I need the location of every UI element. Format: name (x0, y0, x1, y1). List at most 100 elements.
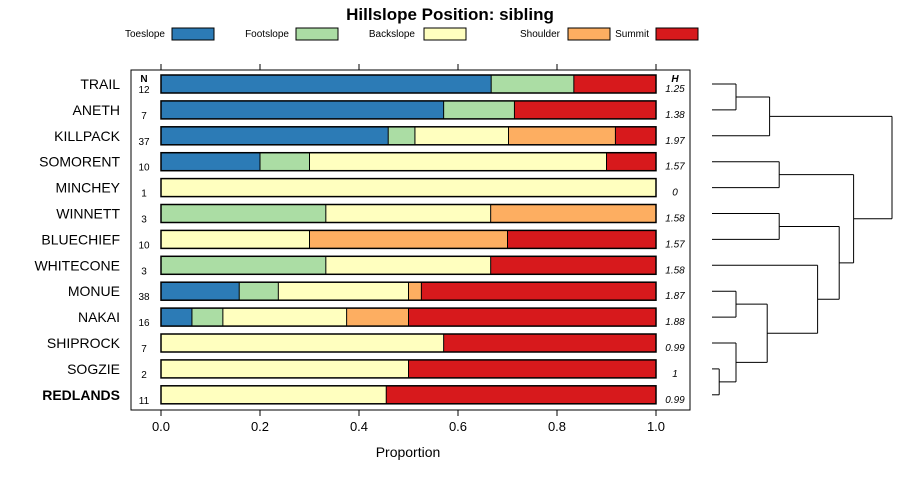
n-value-killpack: 37 (138, 137, 150, 148)
h-value-minchey: 0 (672, 188, 678, 199)
h-value-whitecone: 1.58 (665, 265, 685, 276)
bar-segment-nakai-toeslope (161, 308, 192, 327)
bar-area (160, 74, 657, 405)
bar-segment-killpack-footslope (388, 126, 415, 145)
h-value-redlands: 0.99 (665, 395, 685, 406)
plot-frame (130, 69, 691, 411)
bar-segment-trail-footslope (491, 75, 574, 93)
legend-swatch-toeslope (171, 27, 215, 41)
bar-segment-trail-summit (573, 75, 656, 93)
x-axis: 0.0 0.2 0.4 0.6 0.8 1.0 (152, 64, 665, 434)
bar-segment-somorent-summit (606, 152, 656, 171)
x-tick-label: 0.6 (449, 419, 467, 434)
bar-segment-bluechief-backslope (161, 230, 310, 249)
bar-outline-winnett (160, 203, 657, 224)
row-label-minchey: MINCHEY (55, 180, 120, 196)
bar-segment-nakai-backslope (222, 308, 347, 327)
x-tick-label: 0.8 (548, 419, 566, 434)
bar-segment-monue-toeslope (161, 282, 240, 301)
dendrogram (712, 83, 893, 396)
legend-swatch-backslope (423, 27, 467, 41)
h-value-somorent: 1.57 (665, 162, 685, 173)
bar-segment-killpack-backslope (414, 126, 509, 145)
bar-segment-redlands-backslope (161, 385, 387, 404)
n-value-trail: 12 (138, 85, 150, 96)
bar-outline-minchey (160, 177, 657, 198)
x-tick-label: 0.4 (350, 419, 368, 434)
n-value-somorent: 10 (138, 163, 150, 174)
bar-segment-somorent-backslope (309, 152, 607, 171)
h-value-sogzie: 1 (672, 369, 678, 380)
bar-outline-monue (160, 281, 657, 301)
bar-segment-shiprock-backslope (161, 334, 444, 352)
bar-segment-killpack-toeslope (161, 126, 389, 145)
bar-outline-killpack (160, 126, 657, 146)
row-label-bluechief: BLUECHIEF (41, 231, 120, 247)
bar-outline-sogzie (160, 359, 657, 379)
bar-outline-redlands (160, 385, 657, 405)
bar-outline-trail (160, 74, 657, 94)
x-tick-label: 0.0 (152, 419, 170, 434)
bar-segment-somorent-toeslope (161, 152, 260, 171)
legend-label-footslope: Footslope (245, 29, 289, 40)
bar-segment-somorent-footslope (260, 152, 310, 171)
row-label-monue: MONUE (68, 283, 120, 299)
bar-segment-nakai-shoulder (346, 308, 409, 327)
x-tick-label: 0.2 (251, 419, 269, 434)
row-label-trail: TRAIL (80, 76, 120, 92)
h-value-shiprock: 0.99 (665, 343, 685, 354)
h-value-nakai: 1.88 (665, 317, 685, 328)
bar-segment-monue-summit (421, 282, 656, 301)
n-value-whitecone: 3 (141, 266, 147, 277)
bar-segment-nakai-summit (408, 308, 656, 327)
row-label-killpack: KILLPACK (54, 128, 121, 144)
bar-segment-monue-footslope (239, 282, 279, 301)
row-label-sogzie: SOGZIE (67, 361, 120, 377)
n-value-aneth: 7 (141, 111, 147, 122)
row-label-winnett: WINNETT (56, 206, 120, 222)
bar-segment-aneth-toeslope (161, 100, 444, 119)
h-value-winnett: 1.58 (665, 214, 685, 225)
bar-outline-whitecone (160, 255, 657, 276)
n-value-shiprock: 7 (141, 344, 147, 355)
bar-segment-bluechief-shoulder (309, 230, 508, 249)
row-label-redlands: REDLANDS (42, 387, 120, 403)
legend-label-shoulder: Shoulder (520, 29, 561, 40)
h-value-bluechief: 1.57 (665, 239, 685, 250)
bar-segment-shiprock-summit (443, 334, 656, 352)
bar-segment-redlands-summit (386, 385, 656, 404)
n-value-redlands: 11 (139, 396, 150, 407)
bar-outline-somorent (160, 151, 657, 172)
x-tick-label: 1.0 (647, 419, 665, 434)
row-label-shiprock: SHIPROCK (47, 335, 121, 351)
legend-label-toeslope: Toeslope (125, 29, 165, 40)
row-label-somorent: SOMORENT (39, 154, 120, 170)
bar-outline-aneth (160, 100, 657, 120)
bar-segment-monue-shoulder (408, 282, 422, 301)
bar-segment-aneth-summit (514, 100, 656, 119)
bar-segment-monue-backslope (278, 282, 409, 301)
bar-segment-killpack-summit (615, 126, 656, 145)
bar-segment-sogzie-backslope (161, 359, 409, 378)
row-label-nakai: NAKAI (78, 309, 120, 325)
legend-swatch-shoulder (567, 27, 611, 41)
legend-swatch-summit (655, 27, 699, 41)
bar-segment-winnett-shoulder (490, 204, 656, 223)
bar-outline-shiprock (160, 333, 657, 353)
row-label-whitecone: WHITECONE (34, 257, 120, 273)
bar-segment-winnett-backslope (325, 204, 491, 223)
bar-segment-winnett-footslope (161, 204, 326, 223)
h-column-header: H (671, 74, 679, 85)
n-column-header: N (140, 74, 147, 85)
n-value-monue: 38 (138, 292, 150, 303)
h-value-trail: 1.25 (665, 84, 685, 95)
n-value-bluechief: 10 (138, 240, 150, 251)
h-value-aneth: 1.38 (665, 110, 685, 121)
bar-segment-bluechief-summit (507, 230, 656, 249)
n-value-nakai: 16 (138, 318, 150, 329)
bar-outline-nakai (160, 307, 657, 327)
bar-segment-aneth-footslope (443, 100, 515, 119)
h-value-monue: 1.87 (665, 291, 685, 302)
